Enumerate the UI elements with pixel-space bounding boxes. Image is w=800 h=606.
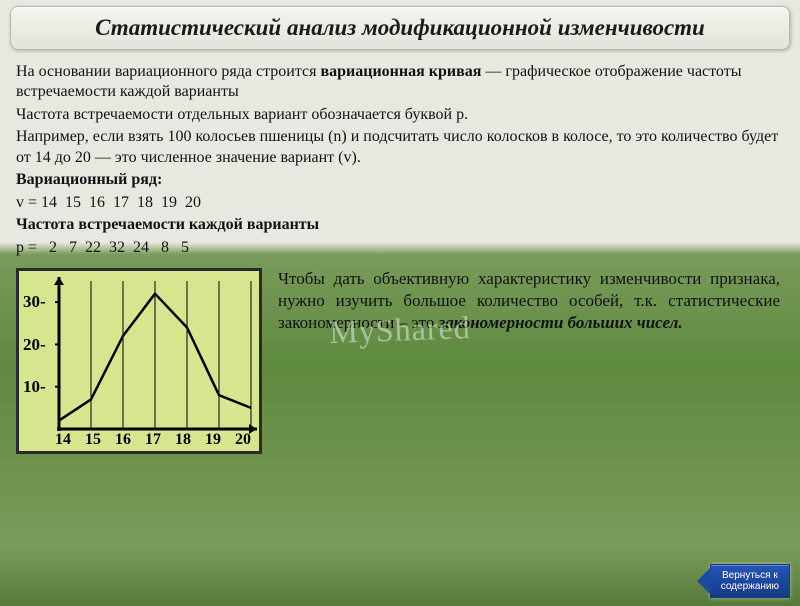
- page-title: Статистический анализ модификационной из…: [25, 15, 775, 41]
- paragraph-3: Например, если взять 100 колосьев пшениц…: [16, 127, 784, 168]
- back-button-line1: Вернуться к: [722, 570, 778, 581]
- back-button-line2: содержанию: [721, 581, 779, 592]
- paragraph-6: Частота встречаемости каждой варианты: [16, 215, 784, 235]
- paragraph-4: Вариационный ряд:: [16, 170, 784, 190]
- body-text: На основании вариационного ряда строится…: [16, 62, 784, 258]
- title-bar: Статистический анализ модификационной из…: [10, 6, 790, 50]
- chart-svg: [19, 271, 265, 457]
- chart-x-labels: 14151617181920: [55, 431, 251, 449]
- back-to-contents-button[interactable]: Вернуться к содержанию: [710, 564, 790, 598]
- lower-section: 10-20-30- 14151617181920 Чтобы дать объе…: [16, 268, 784, 454]
- paragraph-5: v = 14 15 16 17 18 19 20: [16, 193, 784, 213]
- paragraph-1: На основании вариационного ряда строится…: [16, 62, 784, 103]
- paragraph-2: Частота встречаемости отдельных вариант …: [16, 105, 784, 125]
- variation-chart: 10-20-30- 14151617181920: [16, 268, 262, 454]
- side-paragraph: Чтобы дать объективную характеристику из…: [278, 268, 784, 333]
- paragraph-7: p = 2 7 22 32 24 8 5: [16, 238, 784, 258]
